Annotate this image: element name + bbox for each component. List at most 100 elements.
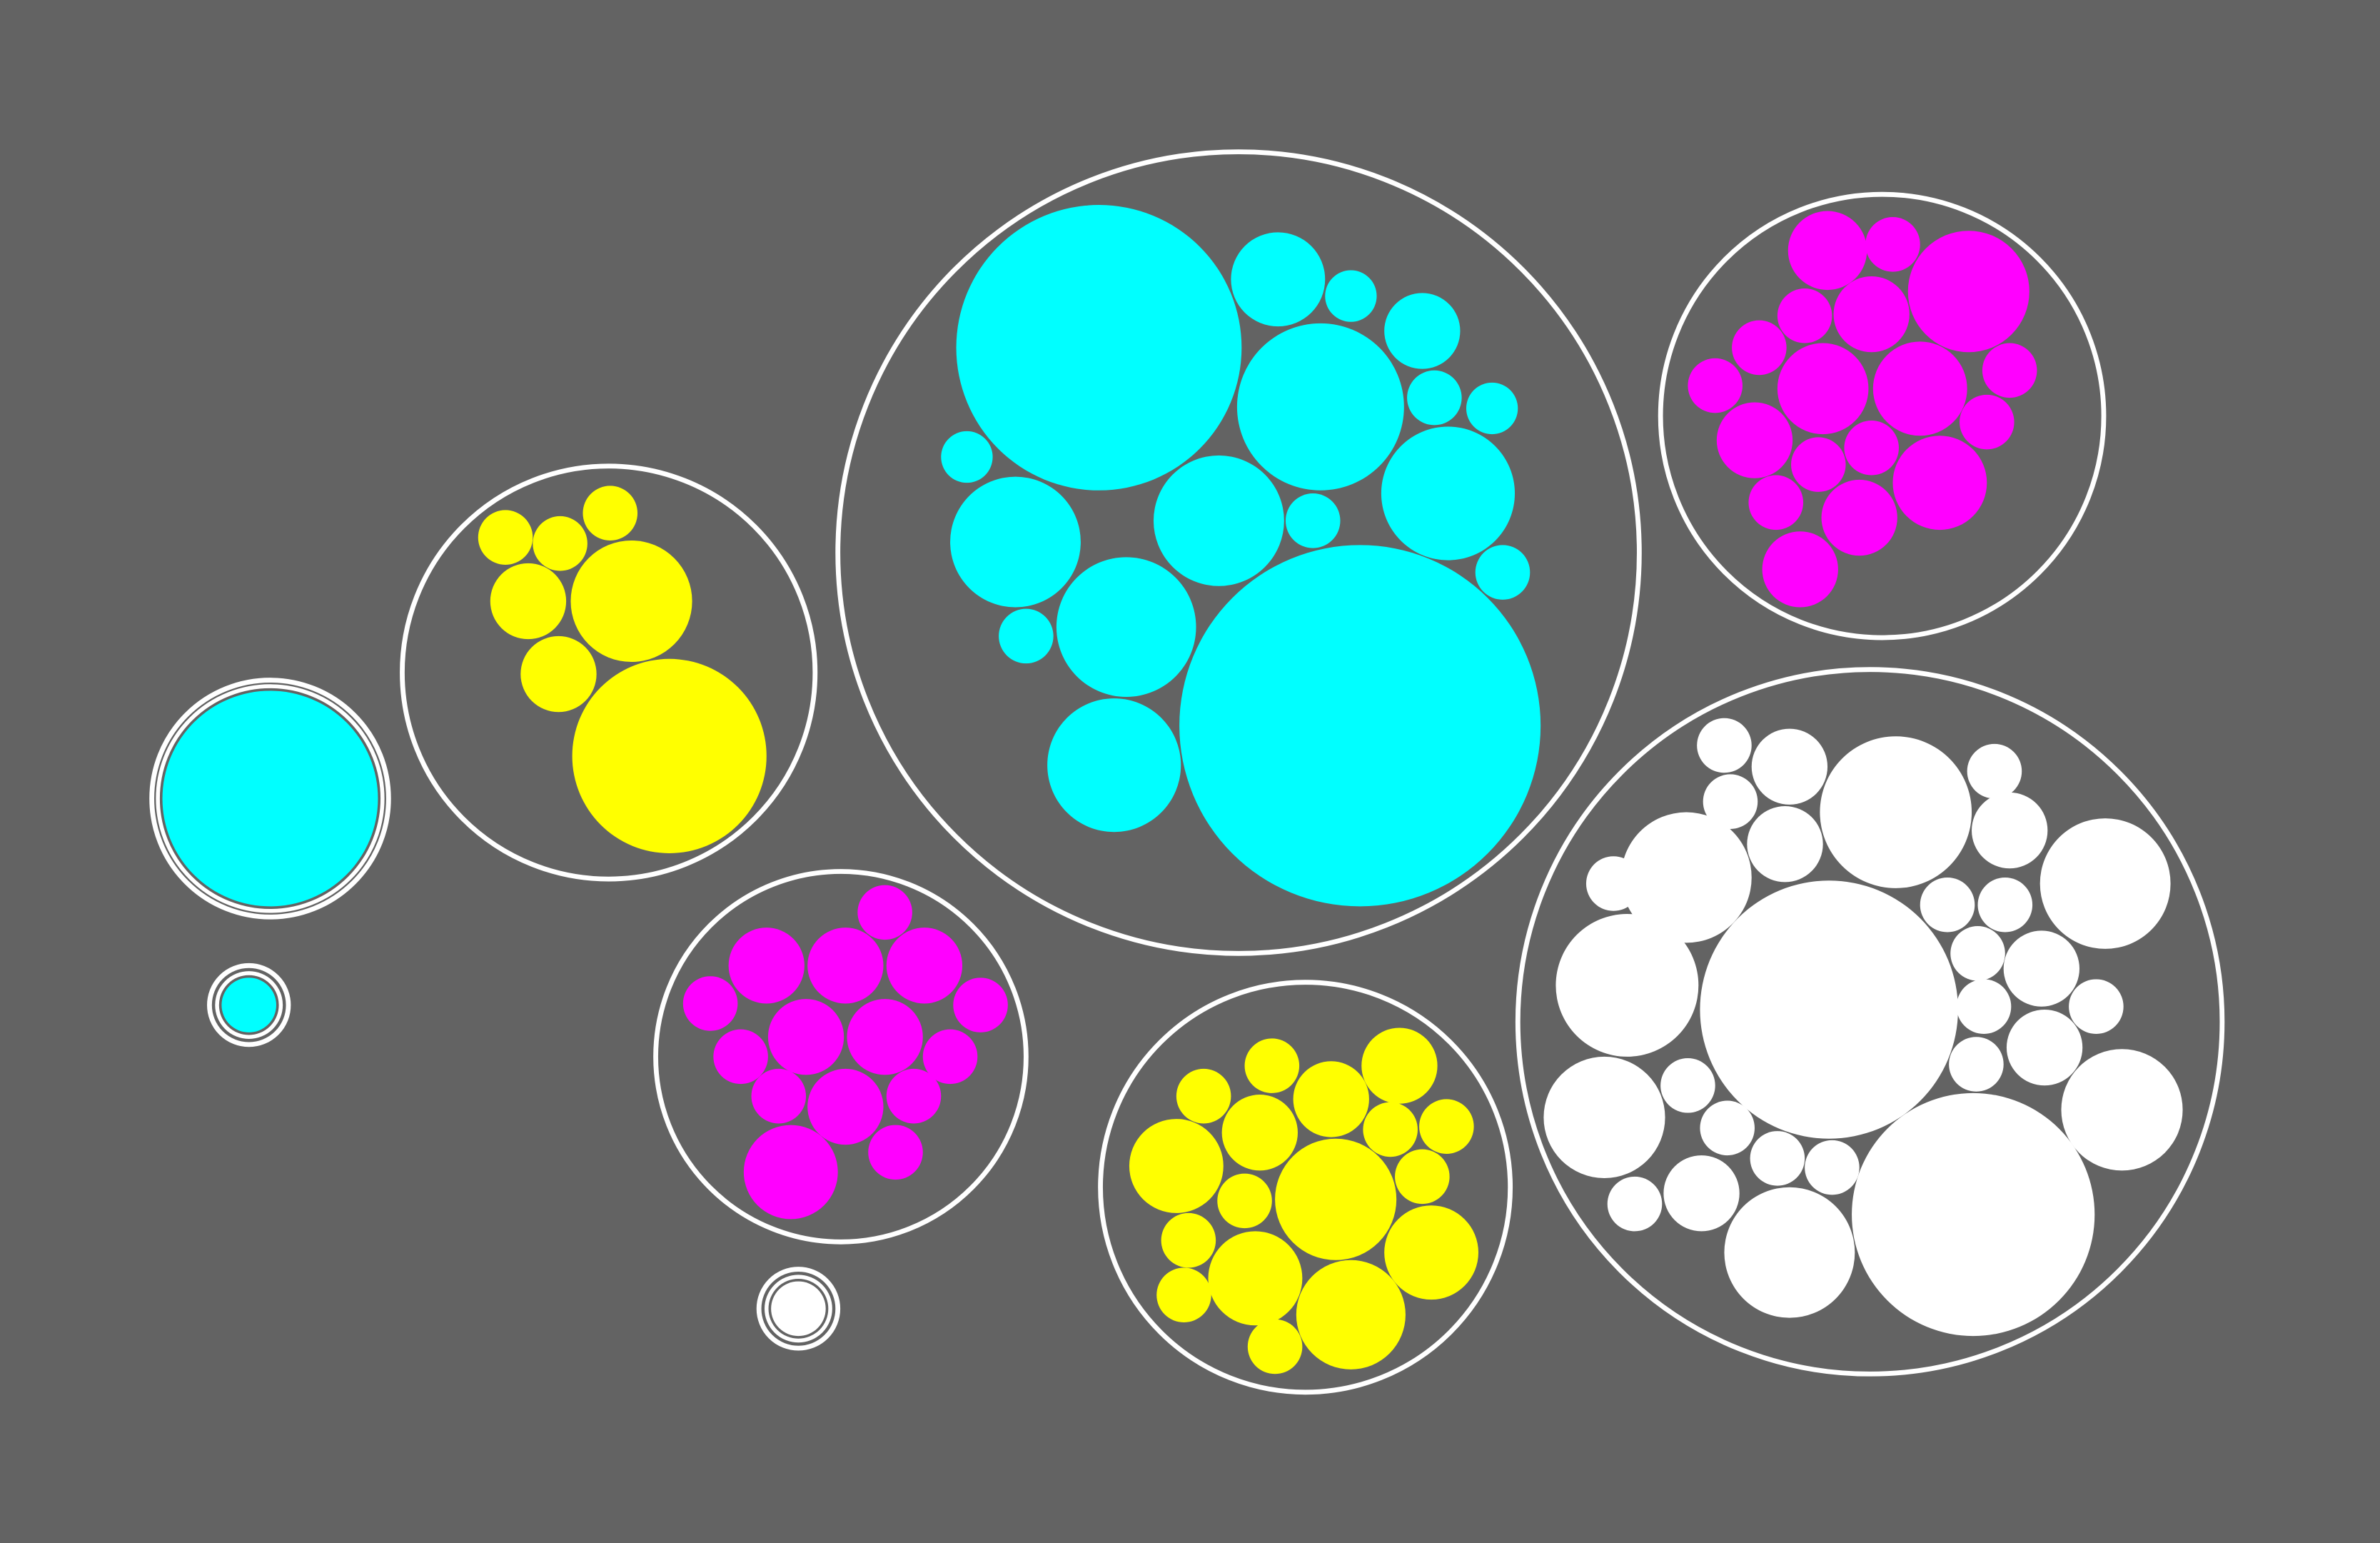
cluster-white-large-bubble-12	[1977, 877, 2033, 933]
cluster-cyan-large-bubble-5	[1236, 323, 1404, 491]
cluster-white-large-bubble-25	[1750, 1131, 1805, 1186]
cluster-white-large-bubble-20	[1949, 1037, 2004, 1092]
cluster-yellow-bottom-bubble-2	[1361, 1027, 1438, 1104]
cluster-yellow-bottom-bubble-9	[1275, 1138, 1397, 1260]
cluster-yellow-left-bubble-5	[570, 540, 692, 663]
cluster-cyan-large-bubble-6	[1407, 370, 1462, 426]
cluster-cyan-large-bubble-8	[941, 431, 993, 483]
cluster-magenta-center-bubble-3	[807, 928, 884, 1004]
cluster-magenta-upper-right-bubble-1	[1787, 211, 1867, 291]
cluster-white-large-bubble-2	[1751, 728, 1828, 805]
cluster-magenta-upper-right	[1658, 191, 2107, 640]
cluster-yellow-bottom-bubble-7	[1419, 1099, 1474, 1154]
cluster-white-large-bubble-7	[1972, 792, 2048, 869]
cluster-yellow-left	[400, 463, 818, 882]
cluster-cyan-tiny	[207, 963, 291, 1047]
cluster-magenta-center-bubble-11	[751, 1068, 807, 1124]
cluster-magenta-upper-right-bubble-2	[1865, 217, 1920, 272]
cluster-yellow-left-bubble-2	[533, 516, 588, 571]
cluster-yellow-bottom-bubble-8	[1129, 1119, 1224, 1213]
cluster-white-large-bubble-16	[1555, 914, 1699, 1057]
cluster-white-tiny-bubble-1	[771, 1281, 826, 1337]
cluster-yellow-bottom-bubble-13	[1384, 1205, 1478, 1300]
cluster-white-tiny	[756, 1267, 841, 1351]
cluster-cyan-tiny-inner-ring	[215, 971, 283, 1040]
cluster-cyan-single-inner-ring	[156, 684, 385, 913]
cluster-magenta-upper-right-outline-ring	[1658, 191, 2107, 640]
cluster-magenta-upper-right-bubble-5	[1833, 276, 1910, 353]
cluster-cyan-single-outline-ring	[149, 678, 391, 920]
cluster-cyan-large	[835, 149, 1642, 956]
cluster-white-large-bubble-13	[1700, 880, 1958, 1139]
cluster-cyan-single	[149, 678, 391, 920]
cluster-magenta-center-bubble-7	[767, 999, 844, 1075]
cluster-magenta-center-bubble-10	[922, 1029, 978, 1085]
cluster-magenta-center-bubble-6	[953, 977, 1008, 1032]
cluster-cyan-large-bubble-11	[1285, 493, 1341, 548]
cluster-cyan-large-bubble-9	[950, 476, 1081, 608]
cluster-yellow-bottom-bubble-6	[1363, 1102, 1418, 1157]
cluster-white-large-bubble-28	[1607, 1176, 1663, 1232]
cluster-magenta-center-bubble-4	[886, 928, 963, 1004]
cluster-white-large-bubble-29	[1724, 1187, 1855, 1318]
cluster-yellow-bottom	[1098, 980, 1513, 1395]
cluster-yellow-bottom-bubble-14	[1208, 1231, 1303, 1326]
cluster-yellow-bottom-bubble-3	[1176, 1068, 1231, 1124]
cluster-white-large-bubble-5	[1703, 774, 1758, 829]
cluster-yellow-bottom-bubble-1	[1244, 1038, 1300, 1093]
cluster-yellow-left-bubble-3	[583, 486, 638, 541]
cluster-white-large-bubble-9	[1585, 856, 1641, 911]
cluster-white-large-outline-ring	[1515, 667, 2225, 1377]
cluster-cyan-tiny-outline-ring	[207, 963, 291, 1047]
cluster-cyan-single-bubble-1	[162, 690, 378, 907]
cluster-magenta-center	[653, 869, 1029, 1245]
cluster-magenta-upper-right-bubble-9	[1982, 343, 2037, 398]
cluster-cyan-large-bubble-13	[1475, 545, 1531, 600]
cluster-cyan-tiny-bubble-1	[221, 977, 276, 1032]
cluster-magenta-upper-right-bubble-3	[1907, 231, 2029, 353]
cluster-cyan-large-bubble-17	[1179, 545, 1541, 907]
cluster-cyan-large-bubble-1	[956, 205, 1242, 491]
cluster-white-large-bubble-27	[1663, 1155, 1740, 1232]
cluster-magenta-upper-right-bubble-17	[1821, 479, 1897, 556]
cluster-yellow-left-bubble-4	[490, 563, 567, 640]
cluster-white-large-bubble-30	[1852, 1092, 2095, 1337]
cluster-cyan-large-bubble-4	[1384, 293, 1461, 369]
cluster-white-large-bubble-14	[1950, 926, 2005, 981]
cluster-magenta-center-bubble-14	[743, 1125, 838, 1220]
cluster-cyan-large-bubble-7	[1466, 382, 1518, 435]
cluster-yellow-bottom-outline-ring	[1098, 980, 1513, 1395]
cluster-yellow-left-outline-ring	[400, 463, 818, 882]
cluster-cyan-large-bubble-15	[999, 608, 1054, 664]
cluster-magenta-upper-right-bubble-12	[1960, 394, 2015, 450]
cluster-magenta-upper-right-bubble-6	[1732, 320, 1787, 376]
cluster-magenta-center-bubble-15	[868, 1125, 923, 1180]
cluster-yellow-bottom-bubble-4	[1293, 1061, 1369, 1137]
cluster-white-large-bubble-3	[1820, 736, 1972, 888]
cluster-yellow-left-bubble-7	[572, 658, 767, 853]
cluster-white-large-bubble-8	[1620, 812, 1752, 943]
cluster-magenta-upper-right-bubble-15	[1892, 436, 1987, 531]
cluster-yellow-bottom-bubble-11	[1217, 1173, 1272, 1229]
cluster-white-large-bubble-15	[2003, 930, 2079, 1007]
cluster-yellow-bottom-bubble-10	[1395, 1149, 1450, 1205]
cluster-white-large-bubble-17	[1956, 979, 2012, 1034]
cluster-white-large-bubble-1	[1697, 718, 1752, 773]
cluster-white-large-bubble-10	[2039, 818, 2171, 949]
cluster-cyan-large-bubble-10	[1153, 455, 1284, 586]
cluster-cyan-large-outline-ring	[835, 149, 1642, 956]
cluster-cyan-large-bubble-14	[1056, 557, 1196, 697]
cluster-yellow-left-bubble-6	[520, 635, 597, 713]
cluster-magenta-center-bubble-8	[847, 999, 923, 1075]
cluster-magenta-center-bubble-12	[807, 1068, 884, 1145]
cluster-magenta-upper-right-bubble-18	[1762, 531, 1838, 608]
cluster-white-large	[1515, 667, 2225, 1377]
cluster-magenta-center-bubble-5	[682, 976, 738, 1031]
cluster-white-large-bubble-18	[2069, 979, 2124, 1034]
cluster-white-large-bubble-21	[1543, 1056, 1665, 1178]
cluster-magenta-center-bubble-9	[713, 1029, 768, 1085]
cluster-white-large-bubble-22	[1660, 1058, 1715, 1113]
cluster-yellow-bottom-bubble-5	[1221, 1095, 1298, 1171]
cluster-white-large-bubble-4	[1967, 743, 2022, 799]
cluster-yellow-bottom-bubble-17	[1247, 1319, 1303, 1374]
